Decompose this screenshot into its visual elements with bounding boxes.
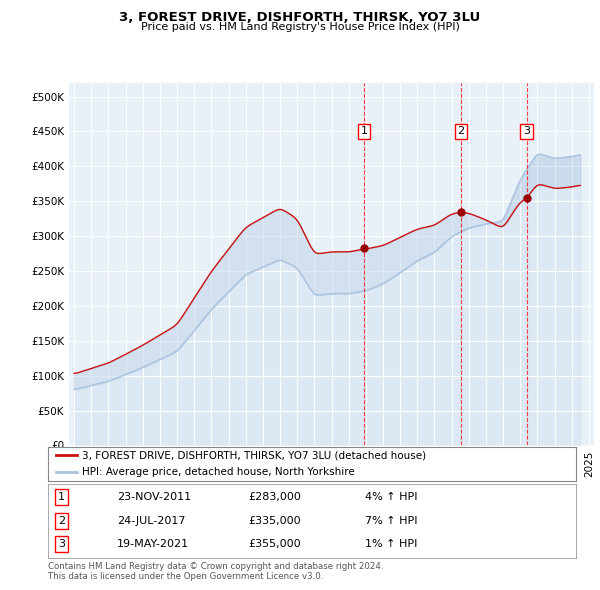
Text: 4% ↑ HPI: 4% ↑ HPI <box>365 492 418 502</box>
Text: £335,000: £335,000 <box>248 516 301 526</box>
Text: 19-MAY-2021: 19-MAY-2021 <box>116 539 189 549</box>
Text: HPI: Average price, detached house, North Yorkshire: HPI: Average price, detached house, Nort… <box>82 467 355 477</box>
Text: 2: 2 <box>457 126 464 136</box>
Text: £283,000: £283,000 <box>248 492 302 502</box>
Text: 24-JUL-2017: 24-JUL-2017 <box>116 516 185 526</box>
Text: 2: 2 <box>58 516 65 526</box>
Text: 23-NOV-2011: 23-NOV-2011 <box>116 492 191 502</box>
Text: This data is licensed under the Open Government Licence v3.0.: This data is licensed under the Open Gov… <box>48 572 323 581</box>
Text: 3: 3 <box>58 539 65 549</box>
Text: 3: 3 <box>523 126 530 136</box>
Text: 3, FOREST DRIVE, DISHFORTH, THIRSK, YO7 3LU (detached house): 3, FOREST DRIVE, DISHFORTH, THIRSK, YO7 … <box>82 450 427 460</box>
Text: Price paid vs. HM Land Registry's House Price Index (HPI): Price paid vs. HM Land Registry's House … <box>140 22 460 32</box>
Text: Contains HM Land Registry data © Crown copyright and database right 2024.: Contains HM Land Registry data © Crown c… <box>48 562 383 571</box>
Text: £355,000: £355,000 <box>248 539 301 549</box>
Text: 1: 1 <box>361 126 368 136</box>
Text: 7% ↑ HPI: 7% ↑ HPI <box>365 516 418 526</box>
Text: 3, FOREST DRIVE, DISHFORTH, THIRSK, YO7 3LU: 3, FOREST DRIVE, DISHFORTH, THIRSK, YO7 … <box>119 11 481 24</box>
Text: 1: 1 <box>58 492 65 502</box>
Text: 1% ↑ HPI: 1% ↑ HPI <box>365 539 417 549</box>
